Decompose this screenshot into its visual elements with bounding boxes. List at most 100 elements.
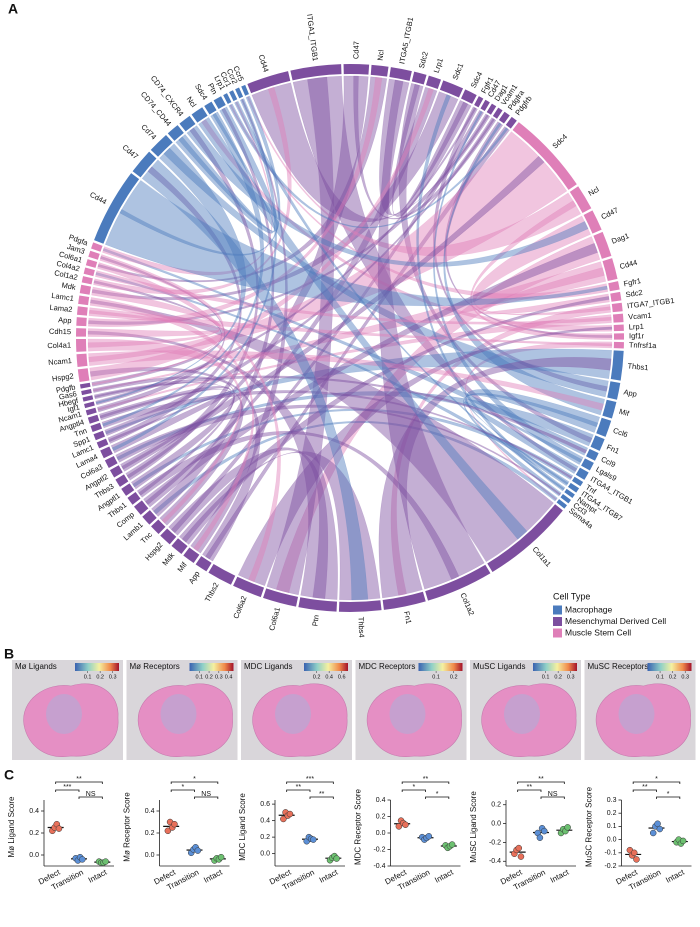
ribbon xyxy=(390,304,611,596)
ribbon xyxy=(136,431,460,580)
data-point xyxy=(402,821,409,828)
ribbon xyxy=(89,297,255,552)
ribbon xyxy=(88,131,568,363)
segment-label: App xyxy=(58,315,72,325)
ribbon xyxy=(143,243,598,508)
legend-swatch xyxy=(553,617,562,626)
ribbon xyxy=(93,87,292,295)
chord-segment xyxy=(602,399,617,419)
chord-segment xyxy=(382,591,426,610)
chord-segment xyxy=(235,87,244,99)
data-point xyxy=(164,827,172,835)
chord-segment xyxy=(480,99,490,111)
ribbon xyxy=(229,104,609,300)
y-axis-label: MuSC Receptor Score xyxy=(585,786,594,867)
y-tick-label: 0.0 xyxy=(145,852,155,859)
x-tick-label: Intact xyxy=(318,867,340,884)
segment-label: Mif xyxy=(176,560,190,574)
y-tick-label: 0.0 xyxy=(376,830,386,837)
chord-segment xyxy=(474,96,484,108)
x-tick-label: Intact xyxy=(664,867,686,884)
ribbon xyxy=(163,147,609,398)
chord-segment xyxy=(487,504,563,573)
defect-region xyxy=(504,694,540,734)
segment-label: Ncam1 xyxy=(48,356,72,367)
chord-segment xyxy=(569,186,592,213)
map-title: MuSC Receptors xyxy=(588,662,649,671)
significance-label: ** xyxy=(538,776,544,783)
colorbar-tick-label: 0.3 xyxy=(109,674,117,680)
chord-segment xyxy=(167,125,184,141)
ribbon xyxy=(95,272,570,487)
ribbon xyxy=(102,101,273,276)
colorbar xyxy=(304,663,348,671)
significance-label: ** xyxy=(423,776,429,783)
colorbar-tick-label: 0.2 xyxy=(554,674,562,680)
significance-bracket xyxy=(632,781,681,784)
colorbar xyxy=(533,663,577,671)
segment-label: ITGA1_ITGB1 xyxy=(305,13,320,61)
data-point xyxy=(425,833,433,840)
chord-segment xyxy=(191,107,208,123)
segment-label: Tnc xyxy=(139,530,154,545)
ribbon xyxy=(88,113,491,325)
data-point xyxy=(679,837,687,845)
ribbon xyxy=(87,330,338,600)
segment-label: Col6a2 xyxy=(231,595,248,620)
chord-segment xyxy=(492,107,503,119)
segment-label: Col1a1 xyxy=(531,545,553,569)
chord-segment xyxy=(151,519,166,534)
segment-label: Mif xyxy=(618,407,631,419)
ribbon xyxy=(87,309,220,337)
chord-segment xyxy=(88,250,100,260)
segment-label: Cd47 xyxy=(351,41,360,59)
segment-label: Igf1r xyxy=(629,331,645,340)
y-tick-label: -0.4 xyxy=(373,863,385,870)
segment-label: Ncl xyxy=(185,95,199,109)
chord-segment xyxy=(593,231,612,259)
segment-label: Sdc1 xyxy=(450,62,465,81)
data-point xyxy=(102,858,109,865)
data-point xyxy=(79,856,86,863)
chord-segment xyxy=(171,538,188,554)
ribbon xyxy=(97,256,225,413)
panel-label: B xyxy=(4,646,14,662)
segment-label: Cd74 xyxy=(139,122,158,141)
segment-label: App xyxy=(187,569,202,585)
y-tick-label: 0.2 xyxy=(376,813,386,820)
colorbar xyxy=(647,663,692,671)
y-tick-label: 0.2 xyxy=(491,802,501,809)
chord-segment xyxy=(389,67,412,81)
significance-label: * xyxy=(412,784,415,791)
significance-bracket xyxy=(170,789,195,792)
map-title: MuSC Ligands xyxy=(473,662,525,671)
segment-label: Lamc1 xyxy=(51,291,75,303)
chord-segment xyxy=(81,276,93,285)
segment-label: Fn1 xyxy=(402,610,413,624)
ribbon xyxy=(153,420,558,515)
ribbon xyxy=(115,404,561,496)
data-point xyxy=(631,849,638,857)
ribbon xyxy=(179,296,610,545)
chord-segment xyxy=(76,306,88,316)
ribbon xyxy=(151,107,275,517)
y-axis-label: Mø Ligand Score xyxy=(7,796,16,857)
colorbar-tick-label: 0.1 xyxy=(432,674,440,680)
legend-label: Macrophage xyxy=(565,604,613,614)
ribbon xyxy=(88,350,604,411)
panel-label: C xyxy=(4,767,14,783)
chord-segment xyxy=(290,64,342,81)
colorbar-tick-label: 0.3 xyxy=(215,674,223,680)
data-point xyxy=(217,853,225,861)
significance-bracket xyxy=(286,789,311,792)
defect-region xyxy=(618,694,655,734)
significance-label: *** xyxy=(306,776,314,783)
x-tick-label: Intact xyxy=(87,867,109,884)
data-point xyxy=(633,856,640,863)
ribbon xyxy=(111,98,277,452)
colorbar-tick-label: 0.1 xyxy=(656,674,664,680)
significance-bracket xyxy=(170,781,219,784)
colorbar-tick-label: 0.2 xyxy=(96,674,104,680)
data-point xyxy=(171,820,178,828)
defect-region xyxy=(46,694,82,734)
